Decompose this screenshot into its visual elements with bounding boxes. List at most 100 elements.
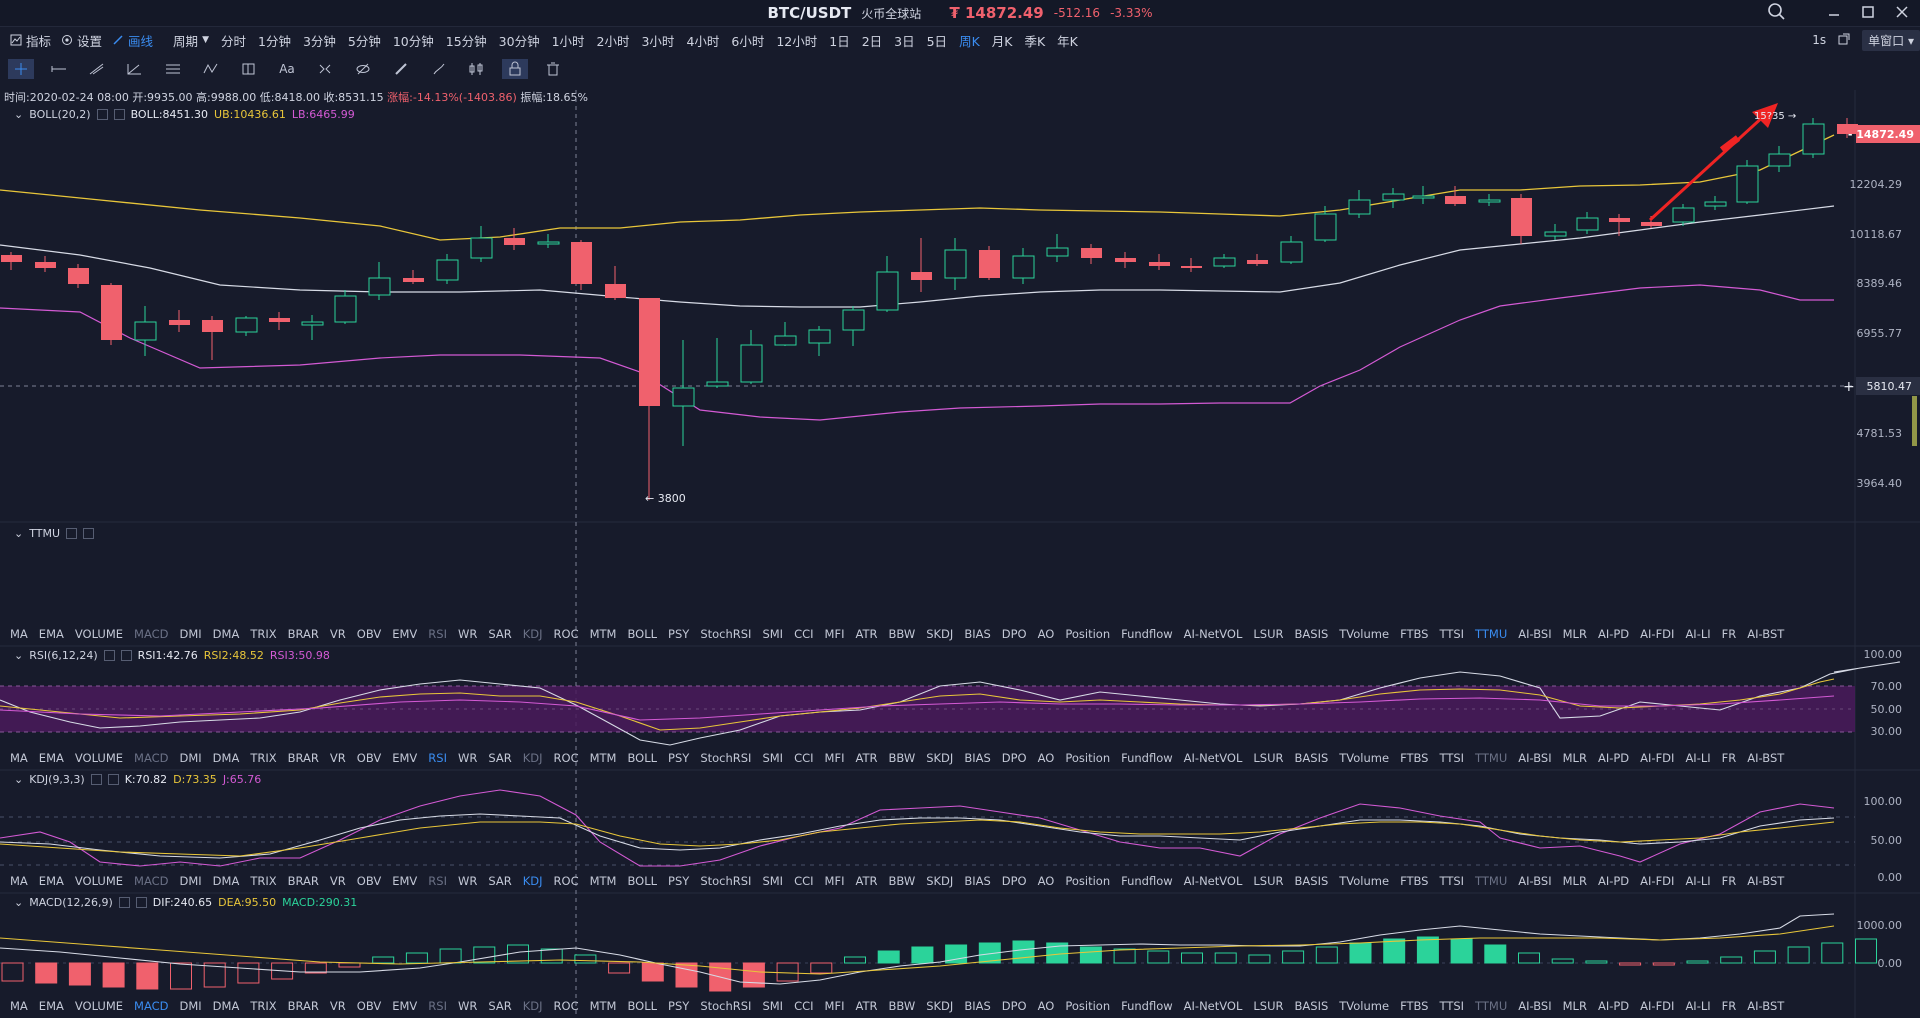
settings-square-icon[interactable] [90,774,102,785]
indicator-tab-basis[interactable]: BASIS [1294,999,1329,1013]
indicator-tab-roc[interactable]: ROC [553,874,579,888]
indicator-tab-dmi[interactable]: DMI [179,751,202,765]
indicator-tab-kdj[interactable]: KDJ [522,874,543,888]
indicator-tab-obv[interactable]: OBV [356,874,382,888]
indicator-tab-emv[interactable]: EMV [392,999,418,1013]
period-18[interactable]: 月K [991,33,1013,49]
indicator-tab-ma[interactable]: MA [10,627,28,641]
search-icon[interactable] [1766,2,1786,24]
indicator-tab-dma[interactable]: DMA [212,999,240,1013]
indicator-tab-mfi[interactable]: MFI [824,627,845,641]
indicator-tab-sar[interactable]: SAR [488,627,512,641]
indicator-tab-fr[interactable]: FR [1721,874,1737,888]
indicator-tab-ftbs[interactable]: FTBS [1400,627,1429,641]
period-6[interactable]: 30分钟 [498,33,540,49]
indicator-tab-skdj[interactable]: SKDJ [926,751,954,765]
indicator-tab-ttmu[interactable]: TTMU [1475,874,1508,888]
indicator-tab-boll[interactable]: BOLL [627,627,658,641]
period-19[interactable]: 季K [1024,33,1046,49]
period-1[interactable]: 1分钟 [258,33,291,49]
indicator-tab-roc[interactable]: ROC [553,627,579,641]
period-8[interactable]: 2小时 [596,33,630,49]
indicator-tab-dpo[interactable]: DPO [1001,627,1027,641]
magnet-tool-icon[interactable] [312,59,338,79]
window-mode-dropdown[interactable]: 单窗口 ▾ [1862,29,1920,51]
indicator-tab-basis[interactable]: BASIS [1294,627,1329,641]
indicator-tab-macd[interactable]: MACD [134,874,169,888]
ruler-tool-icon[interactable] [388,59,414,79]
indicator-tab-ai-bst[interactable]: AI-BST [1747,999,1785,1013]
indicator-tab-dmi[interactable]: DMI [179,874,202,888]
indicator-tab-brar[interactable]: BRAR [287,751,319,765]
indicator-tab-dma[interactable]: DMA [212,874,240,888]
indicator-tab-kdj[interactable]: KDJ [522,999,543,1013]
indicator-tab-mtm[interactable]: MTM [589,874,617,888]
indicator-tab-volume[interactable]: VOLUME [74,999,124,1013]
indicator-tab-macd[interactable]: MACD [134,627,169,641]
settings-square-icon[interactable] [118,897,130,908]
indicator-tab-rsi[interactable]: RSI [428,627,447,641]
period-0[interactable]: 分时 [220,33,246,49]
indicator-tab-bbw[interactable]: BBW [888,627,916,641]
indicator-tab-ai-bst[interactable]: AI-BST [1747,751,1785,765]
indicator-tab-sar[interactable]: SAR [488,874,512,888]
period-13[interactable]: 1日 [829,33,850,49]
indicator-tab-ao[interactable]: AO [1037,751,1055,765]
indicator-tab-ttsi[interactable]: TTSI [1439,627,1465,641]
fib-tool-icon[interactable] [160,59,186,79]
indicator-tab-bbw[interactable]: BBW [888,874,916,888]
period-9[interactable]: 3小时 [641,33,675,49]
indicator-tab-volume[interactable]: VOLUME [74,751,124,765]
indicator-tab-roc[interactable]: ROC [553,999,579,1013]
indicator-tab-ai-li[interactable]: AI-LI [1685,627,1711,641]
indicator-tab-mfi[interactable]: MFI [824,874,845,888]
crosshair-tool-icon[interactable] [8,59,34,79]
indicator-tab-macd[interactable]: MACD [134,751,169,765]
indicator-tab-ai-fdi[interactable]: AI-FDI [1640,627,1675,641]
indicator-tab-boll[interactable]: BOLL [627,999,658,1013]
indicator-tab-ai-netvol[interactable]: AI-NetVOL [1183,627,1243,641]
period-2[interactable]: 3分钟 [302,33,336,49]
indicator-tab-basis[interactable]: BASIS [1294,751,1329,765]
indicator-tab-wr[interactable]: WR [457,999,478,1013]
minimize-icon[interactable] [1824,4,1844,23]
indicator-tab-brar[interactable]: BRAR [287,874,319,888]
indicator-tab-dma[interactable]: DMA [212,627,240,641]
indicator-tab-boll[interactable]: BOLL [627,751,658,765]
trash-icon[interactable] [540,59,566,79]
indicator-tab-ai-bsi[interactable]: AI-BSI [1518,751,1552,765]
wave-tool-icon[interactable] [198,59,224,79]
horizontal-line-tool-icon[interactable] [46,59,72,79]
candle-tool-icon[interactable] [464,59,490,79]
period-3[interactable]: 5分钟 [347,33,381,49]
indicator-tab-ttsi[interactable]: TTSI [1439,999,1465,1013]
period-11[interactable]: 6小时 [731,33,765,49]
indicator-tab-atr[interactable]: ATR [855,751,878,765]
indicator-tab-mtm[interactable]: MTM [589,999,617,1013]
indicator-tab-trix[interactable]: TRIX [250,751,277,765]
indicator-tab-dma[interactable]: DMA [212,751,240,765]
chevron-down-icon[interactable]: ⌄ [14,773,24,786]
period-dropdown[interactable]: 周期 ▼ [173,31,209,50]
indicator-tab-psy[interactable]: PSY [668,751,690,765]
indicator-tab-ai-fdi[interactable]: AI-FDI [1640,999,1675,1013]
indicator-tab-ema[interactable]: EMA [38,627,64,641]
indicator-tab-ai-netvol[interactable]: AI-NetVOL [1183,999,1243,1013]
indicator-tab-fundflow[interactable]: Fundflow [1121,751,1173,765]
indicator-tab-ttmu[interactable]: TTMU [1475,751,1508,765]
indicator-tab-ai-pd[interactable]: AI-PD [1597,627,1630,641]
indicator-tab-basis[interactable]: BASIS [1294,874,1329,888]
indicator-tab-smi[interactable]: SMI [762,874,784,888]
angle-tool-icon[interactable] [122,59,148,79]
period-4[interactable]: 10分钟 [392,33,434,49]
indicator-tab-mtm[interactable]: MTM [589,751,617,765]
indicator-tab-stochrsi[interactable]: StochRSI [700,751,752,765]
indicator-tab-obv[interactable]: OBV [356,999,382,1013]
indicator-tab-position[interactable]: Position [1065,874,1111,888]
indicator-tab-bias[interactable]: BIAS [964,874,991,888]
indicator-tab-roc[interactable]: ROC [553,751,579,765]
indicator-tab-ai-bsi[interactable]: AI-BSI [1518,999,1552,1013]
indicator-tab-ai-bst[interactable]: AI-BST [1747,874,1785,888]
indicator-tab-atr[interactable]: ATR [855,627,878,641]
indicator-tab-mfi[interactable]: MFI [824,999,845,1013]
